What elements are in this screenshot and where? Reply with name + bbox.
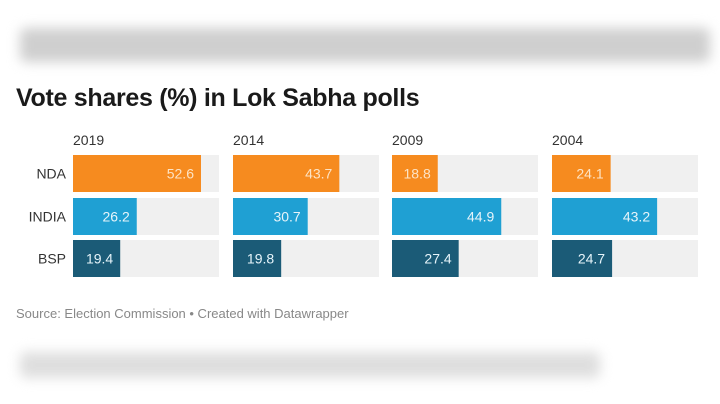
bar-india-2019 bbox=[73, 198, 137, 235]
panel-label-2004: 2004 bbox=[552, 132, 583, 148]
bar-nda-2004 bbox=[552, 155, 611, 192]
data-label-india-2009: 44.9 bbox=[467, 209, 494, 225]
data-label-nda-2004: 24.1 bbox=[576, 166, 603, 182]
blurred-footer bbox=[20, 352, 600, 378]
row-label-india: INDIA bbox=[29, 209, 67, 225]
bar-nda-2009 bbox=[392, 155, 438, 192]
data-label-india-2004: 43.2 bbox=[623, 209, 650, 225]
data-label-nda-2014: 43.7 bbox=[305, 166, 332, 182]
bar-bsp-2014 bbox=[233, 240, 282, 277]
bar-nda-2019 bbox=[73, 155, 201, 192]
chart-title: Vote shares (%) in Lok Sabha polls bbox=[16, 84, 420, 112]
panel-label-2019: 2019 bbox=[73, 132, 104, 148]
bar-india-2004 bbox=[552, 198, 658, 235]
panel-label-2014: 2014 bbox=[233, 132, 264, 148]
data-label-bsp-2019: 19.4 bbox=[86, 251, 113, 267]
data-label-bsp-2004: 24.7 bbox=[578, 251, 605, 267]
source-note: Source: Election Commission • Created wi… bbox=[16, 306, 349, 321]
data-label-india-2019: 26.2 bbox=[103, 209, 130, 225]
data-label-nda-2009: 18.8 bbox=[403, 166, 430, 182]
blurred-header bbox=[20, 28, 710, 62]
bar-bsp-2009 bbox=[392, 240, 459, 277]
data-label-india-2014: 30.7 bbox=[273, 209, 300, 225]
bar-nda-2014 bbox=[233, 155, 340, 192]
bar-bsp-2004 bbox=[552, 240, 613, 277]
row-label-bsp: BSP bbox=[38, 251, 66, 267]
data-label-nda-2019: 52.6 bbox=[167, 166, 194, 182]
bar-bsp-2019 bbox=[73, 240, 121, 277]
data-label-bsp-2009: 27.4 bbox=[424, 251, 451, 267]
bar-india-2014 bbox=[233, 198, 308, 235]
panel-label-2009: 2009 bbox=[392, 132, 423, 148]
bar-india-2009 bbox=[392, 198, 502, 235]
data-label-bsp-2014: 19.8 bbox=[247, 251, 274, 267]
chart-svg: NDA INDIA BSP 2019 52.6 26.2 19.4 2014 43.7 30.7 1… bbox=[29, 132, 698, 277]
row-label-nda: NDA bbox=[36, 166, 66, 182]
